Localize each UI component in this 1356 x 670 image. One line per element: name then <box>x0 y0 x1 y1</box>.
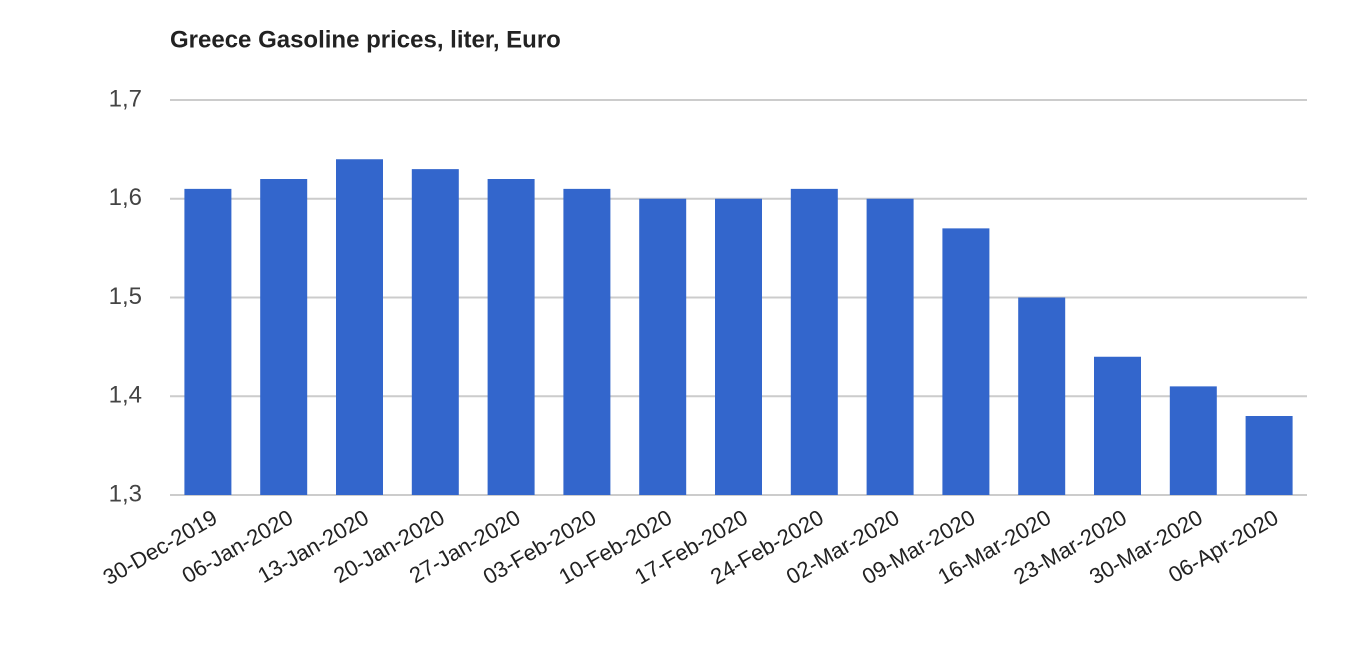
y-tick-label: 1,6 <box>109 184 142 211</box>
bar <box>487 179 535 495</box>
y-tick-label: 1,5 <box>109 283 142 310</box>
bar <box>1169 386 1217 495</box>
bar <box>1018 297 1066 495</box>
bar <box>411 169 459 495</box>
bar <box>1245 416 1293 495</box>
bar <box>866 198 914 495</box>
y-tick-label: 1,4 <box>109 382 142 409</box>
bar <box>1094 356 1141 495</box>
bar <box>942 228 990 495</box>
bar <box>184 188 232 495</box>
bar <box>715 198 762 495</box>
bar <box>260 179 308 495</box>
bar <box>336 159 383 495</box>
y-tick-label: 1,7 <box>109 85 142 112</box>
y-tick-label: 1,3 <box>109 480 142 507</box>
bar <box>563 188 611 495</box>
bar <box>790 188 838 495</box>
chart-title: Greece Gasoline prices, liter, Euro <box>170 26 561 53</box>
bar <box>639 198 687 495</box>
